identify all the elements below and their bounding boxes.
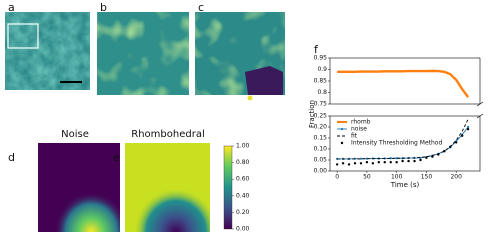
data-point [389,157,392,160]
colorbar-tick-label: 1.00 [236,143,250,150]
y-tick-label: 0.9 [317,66,327,73]
heatmaps: Noise Rhombohedral [38,129,233,232]
x-axis-label: Time (s) [390,181,420,189]
legend-label: Intensity Thresholding Method [351,140,442,147]
data-point [353,162,357,165]
data-point [365,157,369,160]
data-point [365,161,369,164]
x-tick-label: 50 [363,174,371,181]
y-axis-label: Fraction [308,100,316,128]
axes-frame [329,115,481,172]
panel-label: d [8,151,15,164]
data-point [359,157,363,160]
panel-label: a [8,1,15,14]
zoom-box [7,23,39,49]
data-point [431,155,434,158]
y-tick-label: 0.00 [314,168,328,175]
panel-label: b [100,1,107,14]
x-tick-label: 0 [335,174,339,181]
data-point [401,159,404,163]
data-point [371,162,375,165]
bright-spot [247,95,253,101]
heatmap-rhomb-blob [125,143,210,232]
data-point [466,128,470,131]
y-tick-label: 0.85 [314,78,328,85]
y-tick-label: 0.20 [314,124,328,131]
data-point [347,163,351,166]
panel-label: f [314,43,319,56]
data-point [454,141,458,144]
data-point [359,162,363,165]
data-point [460,134,464,137]
heatmap-title: Noise [61,129,89,140]
data-point [466,125,470,129]
heatmap-noise-blob [38,143,120,232]
legend-marker [340,141,344,145]
legend-label: noise [351,126,367,133]
image-a-texture [5,12,90,90]
axis-break [476,101,484,119]
data-point [383,161,386,164]
dark-region [245,66,283,95]
y-tick-label: 0.05 [314,157,328,164]
data-point [425,156,428,159]
colorbar-tick-label: 0.00 [236,226,250,233]
data-point [341,162,345,165]
image-b-texture [97,12,189,95]
data-point [335,163,339,166]
data-point [413,159,416,163]
colorbar-tick-label: 0.60 [236,176,250,183]
panel-label: c [198,1,204,14]
data-point [395,161,398,164]
y-tick-label: 0.75 [314,101,328,108]
legend-marker [340,127,344,131]
series-line [337,69,470,98]
data-point [443,150,446,153]
colorbar-tick-label: 0.40 [236,192,250,199]
x-tick-label: 150 [421,174,433,181]
data-point [389,161,392,164]
data-point [419,158,422,162]
x-tick-label: 200 [450,174,462,181]
data-point [407,159,410,163]
y-tick-label: 0.8 [317,89,327,96]
y-tick-label: 0.15 [314,135,328,142]
colorbar-tick-label: 0.80 [236,159,250,166]
legend-label: fit [351,133,358,140]
legend-label: rhomb [351,119,371,126]
data-point [437,153,440,156]
x-tick-label: 100 [391,174,403,181]
data-point [395,157,398,160]
micrographs [5,12,285,101]
colorbar-tick-label: 0.20 [236,209,250,216]
y-tick-label: 0.25 [314,113,328,120]
heatmap-title: Rhombohedral [131,129,204,140]
y-tick-label: 0.95 [314,55,328,62]
colorbar [223,145,233,230]
data-point [377,161,381,164]
data-point [449,145,452,148]
series-line [337,119,469,160]
panel-label: e [113,151,120,164]
y-tick-label: 0.10 [314,146,328,153]
